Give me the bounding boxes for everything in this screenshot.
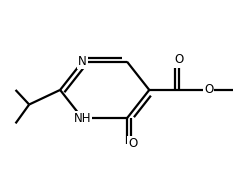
Text: O: O bbox=[174, 53, 184, 66]
Text: N: N bbox=[78, 55, 87, 68]
Text: NH: NH bbox=[74, 112, 91, 125]
Text: O: O bbox=[204, 83, 213, 96]
Text: O: O bbox=[128, 138, 138, 151]
